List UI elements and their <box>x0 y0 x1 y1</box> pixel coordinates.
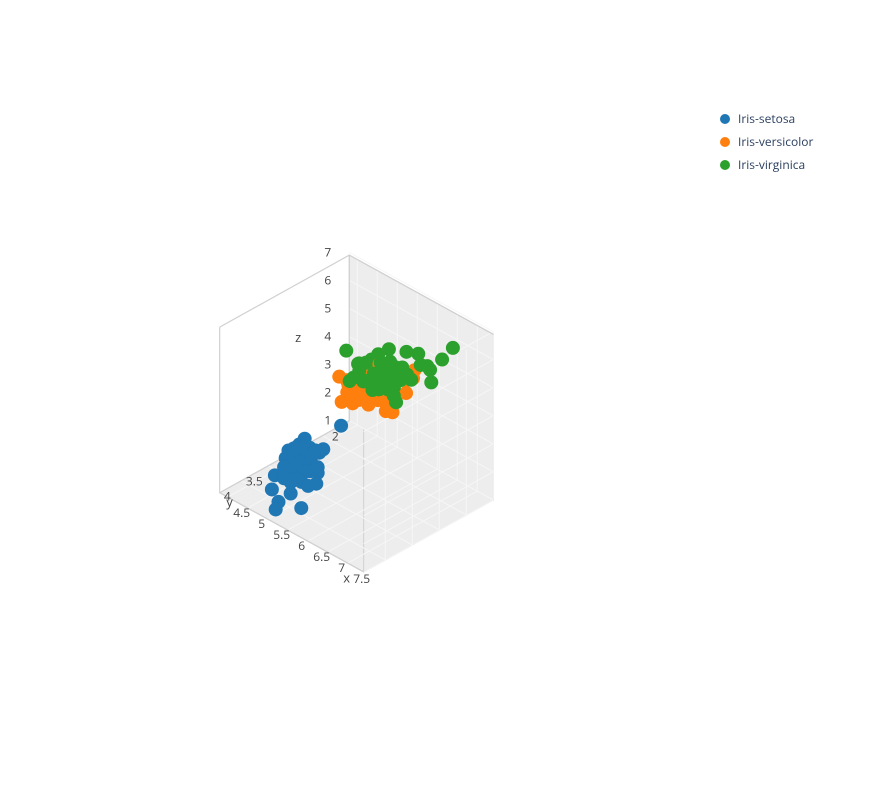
data-point[interactable] <box>334 419 348 433</box>
legend-item-versicolor[interactable]: Iris-versicolor <box>720 133 813 150</box>
data-point[interactable] <box>347 371 361 385</box>
legend-swatch-virginica <box>720 160 730 170</box>
data-point[interactable] <box>393 373 407 387</box>
legend-swatch-versicolor <box>720 137 730 147</box>
data-point[interactable] <box>339 344 353 358</box>
svg-text:2: 2 <box>324 384 331 401</box>
data-point[interactable] <box>352 393 366 407</box>
legend: Iris-setosa Iris-versicolor Iris-virgini… <box>720 110 813 173</box>
svg-text:4: 4 <box>324 328 331 345</box>
data-point[interactable] <box>269 502 283 516</box>
data-point[interactable] <box>377 367 391 381</box>
legend-label: Iris-versicolor <box>738 133 813 150</box>
svg-text:6: 6 <box>298 537 305 554</box>
svg-text:3.5: 3.5 <box>246 473 263 490</box>
data-point[interactable] <box>311 460 325 474</box>
svg-text:5: 5 <box>324 299 331 316</box>
data-point[interactable] <box>420 359 434 373</box>
data-point[interactable] <box>301 479 315 493</box>
svg-text:5: 5 <box>258 515 265 532</box>
data-point[interactable] <box>424 375 438 389</box>
data-point[interactable] <box>435 353 449 367</box>
svg-text:6: 6 <box>324 271 331 288</box>
data-point[interactable] <box>399 345 413 359</box>
data-point[interactable] <box>265 482 279 496</box>
y-axis-title: y <box>226 493 233 511</box>
legend-label: Iris-virginica <box>738 156 805 173</box>
data-point[interactable] <box>446 341 460 355</box>
data-point[interactable] <box>277 460 291 474</box>
svg-text:7: 7 <box>324 243 331 260</box>
data-point[interactable] <box>381 383 395 397</box>
x-axis-title: x <box>343 568 350 586</box>
legend-swatch-setosa <box>720 114 730 124</box>
legend-label: Iris-setosa <box>738 110 795 127</box>
svg-text:4.5: 4.5 <box>233 504 250 521</box>
data-point[interactable] <box>335 395 349 409</box>
svg-text:6.5: 6.5 <box>313 548 330 565</box>
legend-item-setosa[interactable]: Iris-setosa <box>720 110 813 127</box>
data-point[interactable] <box>382 342 396 356</box>
data-point[interactable] <box>284 475 298 489</box>
data-point[interactable] <box>287 441 301 455</box>
svg-text:3: 3 <box>324 356 331 373</box>
svg-text:7.5: 7.5 <box>353 570 370 587</box>
data-point[interactable] <box>389 395 403 409</box>
svg-text:5.5: 5.5 <box>273 526 290 543</box>
svg-text:1: 1 <box>324 412 331 429</box>
data-point[interactable] <box>352 356 366 370</box>
z-axis-title: z <box>295 328 301 346</box>
data-point[interactable] <box>294 501 308 515</box>
data-point[interactable] <box>316 442 330 456</box>
legend-item-virginica[interactable]: Iris-virginica <box>720 156 813 173</box>
